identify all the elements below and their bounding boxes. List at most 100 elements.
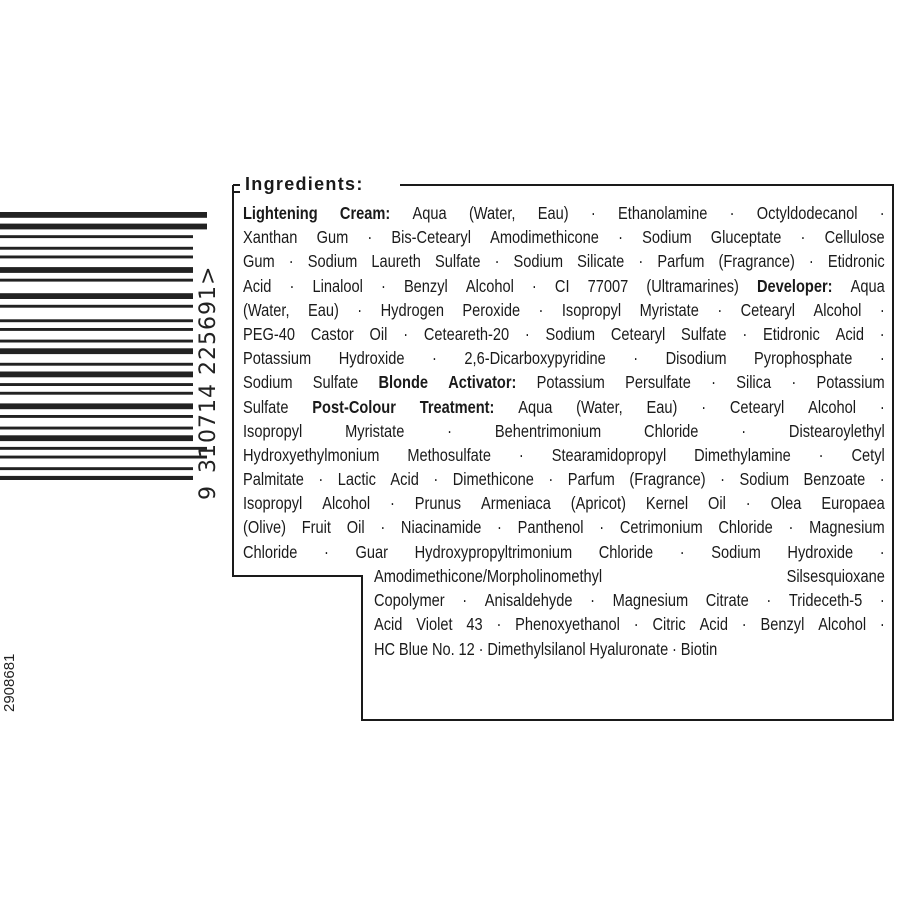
ingredient-word: Ceteareth-20 xyxy=(423,323,510,344)
ingredient-word: Acid xyxy=(835,323,865,344)
ingredient-word: Lactic xyxy=(337,469,376,490)
ingredient-word: · xyxy=(618,227,623,248)
ingredient-word: (Apricot) xyxy=(570,493,626,514)
ingredient-word: · xyxy=(679,541,685,562)
ingredient-word: Distearoylethyl xyxy=(788,420,885,441)
ingredients-text-upper: Lightening Cream: Aqua (Water, Eau) · Ethanola… xyxy=(243,201,885,564)
ingredient-word: · xyxy=(800,227,806,248)
ingredient-word: Citrate xyxy=(705,590,749,611)
ingredient-word: Ethanolamine xyxy=(618,203,708,223)
ingredient-word: Hydroxyethylmonium xyxy=(243,444,380,465)
ingredient-word: · xyxy=(742,323,748,344)
ingredient-word: Isopropyl xyxy=(243,420,303,441)
ingredient-line: Hydroxyethylmonium Methosulfate · Stearamid… xyxy=(243,443,885,467)
ingredient-word: (Water, xyxy=(243,299,290,320)
ingredient-word: Silica xyxy=(736,372,772,393)
ingredient-word: (Olive) xyxy=(243,517,287,538)
ingredient-line: (Water, Eau) · Hydrogen Peroxide · Isopropyl My… xyxy=(243,298,885,322)
ingredient-word: Europaea xyxy=(821,493,885,514)
ingredient-word: · xyxy=(638,251,644,272)
ingredient-word: Cetyl xyxy=(851,444,885,465)
ingredient-word: Etidronic xyxy=(762,323,820,344)
ingredient-line: (Olive) Fruit Oil · Niacinamide · Panthenol · Ce… xyxy=(243,515,885,539)
ingredient-word: Chloride xyxy=(243,541,298,562)
barcode xyxy=(0,212,207,480)
ingredient-word: · xyxy=(367,227,373,248)
ingredient-word: · xyxy=(879,348,885,369)
ingredient-word: · xyxy=(766,590,772,611)
ingredient-word: Eau) xyxy=(646,396,678,417)
ingredient-word: Isopropyl xyxy=(243,493,303,514)
ingredient-word: · xyxy=(433,469,439,490)
ingredient-word: Xanthan xyxy=(243,227,298,248)
ingredient-word: · xyxy=(318,469,324,490)
ingredient-word: · xyxy=(745,493,751,514)
ingredient-word: · xyxy=(288,251,294,272)
ingredient-word: · xyxy=(518,444,524,465)
ingredient-word: Behentrimonium xyxy=(494,420,602,441)
ingredient-word: 77007 xyxy=(587,275,629,296)
ingredient-word: Sodium xyxy=(243,372,293,393)
section-label-word: Cream: xyxy=(339,203,391,223)
ingredient-word: · xyxy=(357,299,363,320)
barcode-bar xyxy=(0,223,207,230)
section-label-word: Blonde xyxy=(378,372,428,393)
barcode-bar xyxy=(0,255,193,259)
ingredient-word: Linalool xyxy=(312,275,363,296)
ingredient-word: Oil xyxy=(708,493,726,514)
ingredient-word: Fruit xyxy=(301,517,331,538)
ingredient-word: · xyxy=(788,517,794,538)
barcode-bar xyxy=(0,348,193,355)
ingredient-word: Niacinamide xyxy=(400,517,482,538)
ingredient-word: (Fragrance) xyxy=(629,469,706,490)
ingredient-word: CI xyxy=(554,275,570,296)
barcode-bar xyxy=(0,467,193,471)
ingredient-word: Cetearyl xyxy=(729,396,785,417)
ingredient-word: Eau) xyxy=(537,203,569,223)
ingredient-word: · xyxy=(590,590,595,611)
ingredient-word: Amodimethicone/Morpholinomethyl xyxy=(374,566,603,586)
ingredient-word: Alcohol xyxy=(818,614,867,635)
ingredient-word: Peroxide xyxy=(462,299,521,320)
ingredient-word: Myristate xyxy=(345,420,405,441)
barcode-bar xyxy=(0,446,207,450)
ingredient-line: Acid Violet 43 · Phenoxyethanol · Citric Acid · B… xyxy=(374,612,885,636)
ingredient-word: · xyxy=(462,590,468,611)
ingredient-word: Oil xyxy=(369,323,388,344)
ingredient-word: Silicate xyxy=(577,251,625,272)
ingredient-word: (Fragrance) xyxy=(718,251,795,272)
ingredient-word: Parfum xyxy=(657,251,705,272)
ingredient-word: Sulfate xyxy=(312,372,359,393)
section-label-word: Post-Colour xyxy=(312,396,396,417)
ingredient-word: Octyldodecanol xyxy=(756,203,858,223)
ingredient-word: · xyxy=(879,396,885,417)
ingredient-word: Benzyl xyxy=(760,614,805,635)
ingredient-word: 43 xyxy=(466,614,483,635)
barcode-bar xyxy=(0,328,193,331)
ingredient-word: Magnesium xyxy=(809,517,885,538)
ingredient-word: · xyxy=(879,203,885,223)
ingredient-word: Gluceptate xyxy=(710,227,782,248)
ingredient-line: Isopropyl Myristate · Behentrimonium Chlorid… xyxy=(243,419,885,443)
ingredient-word: Pyrophosphate xyxy=(754,348,853,369)
ingredient-word: · xyxy=(390,493,395,514)
barcode-bar xyxy=(0,362,193,366)
ingredient-word: · xyxy=(478,638,484,659)
ingredient-word: Palmitate xyxy=(243,469,304,490)
ingredient-word: Sodium xyxy=(642,227,692,248)
ingredient-word: · xyxy=(380,517,386,538)
ingredient-word: Isopropyl xyxy=(561,299,622,320)
ingredient-word: Anisaldehyde xyxy=(484,590,573,611)
ingredient-word: · xyxy=(538,299,544,320)
ingredient-word: Aqua xyxy=(412,203,447,223)
ingredient-word: Cellulose xyxy=(824,227,885,248)
ingredient-word: Stearamidopropyl xyxy=(551,444,667,465)
ingredient-word: Acid xyxy=(390,469,419,490)
ingredient-word: Potassium xyxy=(816,372,885,393)
ingredient-line: Acid · Linalool · Benzyl Alcohol · CI 77007 (Ultr… xyxy=(243,274,885,298)
barcode-bar xyxy=(0,403,193,410)
ingredient-word: Potassium xyxy=(243,348,312,369)
ingredient-line: Copolymer · Anisaldehyde · Magnesium Citrate ·… xyxy=(374,588,885,612)
ingredient-word: Armeniaca xyxy=(481,493,551,514)
